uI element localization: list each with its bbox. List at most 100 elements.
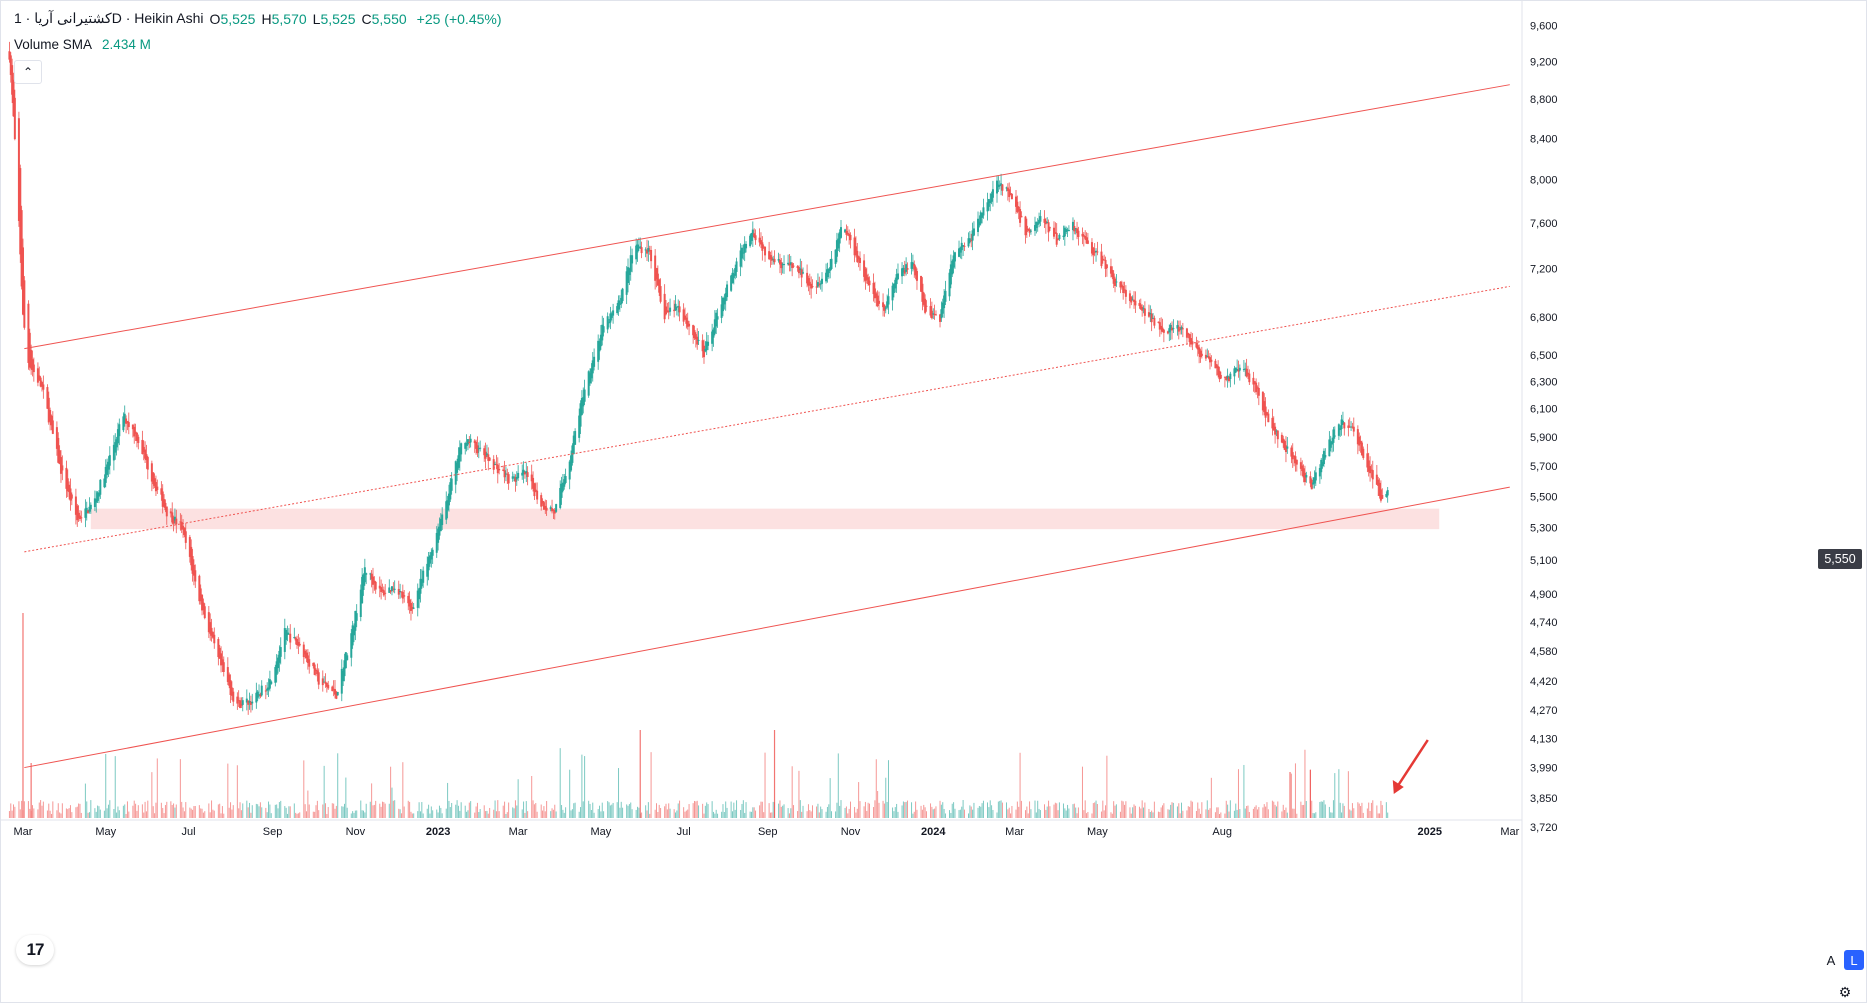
- price-tick-label: 4,900: [1530, 589, 1558, 601]
- candle-body: [1339, 428, 1342, 431]
- candle-body: [1160, 325, 1163, 330]
- candle-body: [915, 271, 918, 281]
- candle-body: [1096, 251, 1099, 253]
- candle-body: [296, 638, 299, 645]
- candle-body: [1226, 375, 1229, 379]
- candle-body: [465, 443, 468, 446]
- log-scale-button[interactable]: L: [1844, 950, 1864, 970]
- candle-body: [848, 233, 851, 237]
- candle-body: [920, 275, 923, 292]
- candle-body: [32, 364, 35, 373]
- candle-body: [441, 514, 444, 525]
- candle-body: [506, 473, 509, 475]
- candle-body: [692, 325, 695, 336]
- candle-body: [1272, 423, 1275, 431]
- candle-body: [949, 264, 952, 285]
- candle-body: [69, 488, 72, 501]
- candle-body: [545, 507, 548, 511]
- candle-body: [544, 505, 547, 510]
- candle-body: [1188, 334, 1191, 343]
- tradingview-logo-icon[interactable]: 17: [16, 935, 54, 965]
- candle-body: [1320, 459, 1323, 473]
- candle-body: [583, 389, 586, 402]
- candle-body: [905, 264, 908, 272]
- candle-body: [797, 267, 800, 274]
- low-label: L: [312, 10, 321, 27]
- candle-body: [754, 235, 757, 241]
- candle-body: [789, 262, 792, 265]
- candle-body: [1360, 442, 1363, 456]
- candle-body: [127, 422, 130, 428]
- candle-body: [479, 447, 482, 449]
- candle-body: [51, 420, 54, 434]
- candle-body: [977, 218, 980, 232]
- candle-body: [769, 255, 772, 260]
- high-value: 5,570: [271, 10, 307, 27]
- candle-body: [713, 319, 716, 334]
- candle-body: [1223, 376, 1226, 378]
- candle-body: [688, 323, 691, 327]
- candle-body: [627, 267, 630, 283]
- candle-body: [1246, 372, 1249, 375]
- candle-body: [85, 507, 88, 514]
- collapse-legend-button[interactable]: ⌃: [14, 60, 42, 84]
- candle-body: [1141, 306, 1144, 311]
- auto-scale-button[interactable]: A: [1826, 952, 1836, 968]
- candle-body: [203, 606, 206, 619]
- candle-body: [872, 282, 875, 295]
- candle-body: [1198, 347, 1201, 354]
- candle-body: [914, 266, 917, 276]
- time-tick-label: Mar: [509, 826, 528, 838]
- candle-body: [1264, 406, 1267, 418]
- candle-body: [807, 278, 810, 286]
- gear-icon[interactable]: ⚙: [1838, 983, 1852, 1000]
- candle-body: [1009, 193, 1012, 195]
- candle-body: [1313, 477, 1316, 484]
- candle-body: [241, 700, 244, 705]
- candle-body: [618, 303, 621, 305]
- candle-body: [180, 521, 183, 530]
- candle-body: [1010, 193, 1013, 200]
- candle-body: [313, 664, 316, 675]
- candle-body: [46, 387, 49, 409]
- candle-body: [199, 588, 202, 602]
- symbol-name[interactable]: کشتیرانی آریا · 1D · Heikin Ashi: [14, 10, 204, 26]
- candle-body: [373, 580, 376, 584]
- candle-body: [1310, 479, 1313, 490]
- candle-body: [561, 482, 564, 491]
- candle-body: [1185, 328, 1188, 338]
- candle-body: [1171, 327, 1174, 331]
- candle-body: [1282, 438, 1285, 444]
- candle-body: [1153, 317, 1156, 326]
- candle-body: [1215, 364, 1218, 369]
- candle-body: [400, 591, 403, 593]
- candle-body: [76, 505, 79, 521]
- candle-body: [1245, 368, 1248, 377]
- candle-body: [1105, 264, 1108, 269]
- candle-body: [1337, 424, 1340, 436]
- candle-body: [996, 180, 999, 194]
- candle-body: [778, 259, 781, 265]
- candle-body: [428, 555, 431, 564]
- candle-body: [369, 573, 372, 575]
- candle-body: [743, 243, 746, 253]
- candle-body: [853, 237, 856, 256]
- candle-body: [800, 269, 803, 278]
- candle-body: [1256, 387, 1259, 389]
- candle-body: [825, 272, 828, 282]
- candle-body: [1077, 230, 1080, 237]
- candle-body: [108, 455, 111, 466]
- candle-body: [20, 210, 23, 287]
- candle-body: [572, 435, 575, 455]
- candle-body: [887, 296, 890, 305]
- price-tick-label: 7,200: [1530, 264, 1558, 276]
- price-tick-label: 4,740: [1530, 617, 1558, 629]
- candle-body: [986, 202, 989, 212]
- candle-body: [1093, 251, 1096, 253]
- candle-body: [647, 248, 650, 252]
- candle-body: [944, 290, 947, 302]
- volume-sma-label[interactable]: Volume SMA: [14, 37, 93, 52]
- candle-body: [1340, 419, 1343, 430]
- candle-body: [496, 464, 499, 474]
